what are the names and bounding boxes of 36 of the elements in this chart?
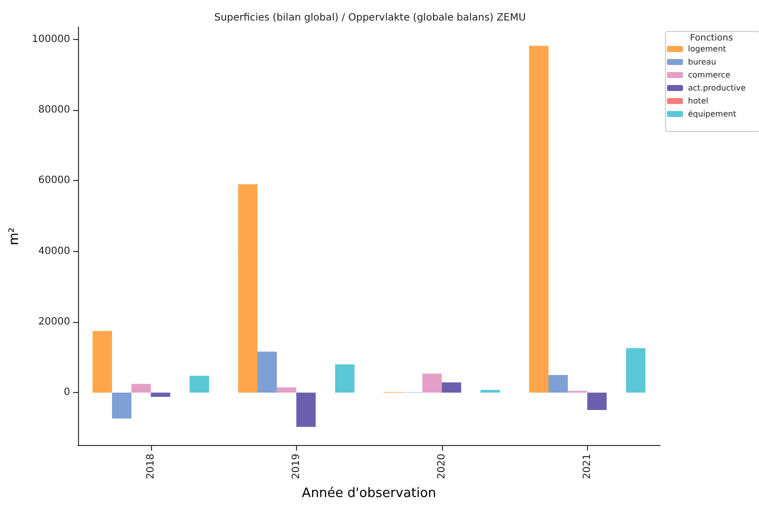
legend-title: Fonctions	[690, 34, 734, 44]
bar	[276, 387, 296, 393]
y-tick-label: 100000	[32, 34, 70, 45]
y-tick-label: 20000	[38, 316, 70, 328]
bar	[587, 392, 607, 410]
bar	[92, 330, 112, 393]
legend-label: équipement	[688, 110, 736, 118]
bar	[422, 374, 442, 393]
bar	[112, 392, 132, 418]
y-tick-label: 0	[64, 387, 70, 398]
bar	[529, 46, 548, 393]
legend-label: act.productive	[688, 84, 746, 92]
x-tick-label: 2019	[290, 454, 302, 480]
legend-label: commerce	[688, 70, 730, 80]
bar	[548, 374, 568, 393]
x-tick-label: 2018	[145, 454, 156, 480]
y-tick-label: 80000	[38, 104, 70, 116]
legend-label: logement	[688, 44, 726, 54]
y-axis-title: m²	[7, 227, 22, 246]
bar	[296, 392, 316, 427]
bar	[442, 382, 462, 393]
bar	[150, 392, 170, 397]
bar	[131, 384, 151, 393]
bar	[258, 352, 277, 393]
legend-label: bureau	[688, 58, 716, 66]
bar	[626, 348, 646, 393]
x-axis-title: Année d'observation	[302, 486, 436, 501]
y-tick-label: 60000	[38, 175, 70, 186]
x-tick-label: 2020	[436, 454, 448, 480]
bar	[238, 184, 258, 393]
x-tick-label: 2021	[582, 454, 593, 480]
legend-label: hotel	[688, 96, 708, 106]
bar	[190, 376, 210, 393]
y-tick-label: 40000	[38, 246, 70, 257]
bar	[335, 364, 354, 393]
chart-title: Superficies (bilan global) / Oppervlakte (globale balans) ZEMU	[214, 12, 526, 24]
